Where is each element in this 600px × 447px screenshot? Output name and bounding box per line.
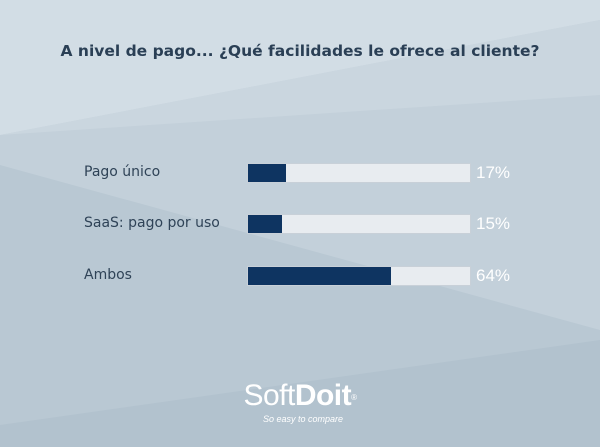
logo-tagline: So easy to compare	[262, 414, 344, 424]
registered-mark: ®	[351, 393, 357, 402]
bar	[248, 267, 391, 285]
logo-text-soft: Soft	[243, 379, 295, 412]
logo-wordmark: SoftDoit®	[0, 381, 600, 411]
chart-title: A nivel de pago... ¿Qué facilidades le o…	[60, 42, 540, 60]
value-label: 64%	[476, 266, 511, 285]
bar	[248, 215, 282, 233]
bar	[248, 164, 286, 182]
bar-track	[247, 163, 471, 183]
bar-track	[247, 214, 471, 234]
category-label: SaaS: pago por uso	[84, 215, 220, 231]
category-label: Pago único	[84, 164, 161, 180]
value-label: 15%	[476, 214, 511, 233]
value-label: 17%	[476, 163, 511, 182]
logo-text-doit: Doit	[294, 379, 352, 412]
category-label: Ambos	[84, 267, 132, 283]
bar-track	[247, 266, 471, 286]
softdoit-logo: SoftDoit® So easy to compare	[0, 381, 600, 425]
